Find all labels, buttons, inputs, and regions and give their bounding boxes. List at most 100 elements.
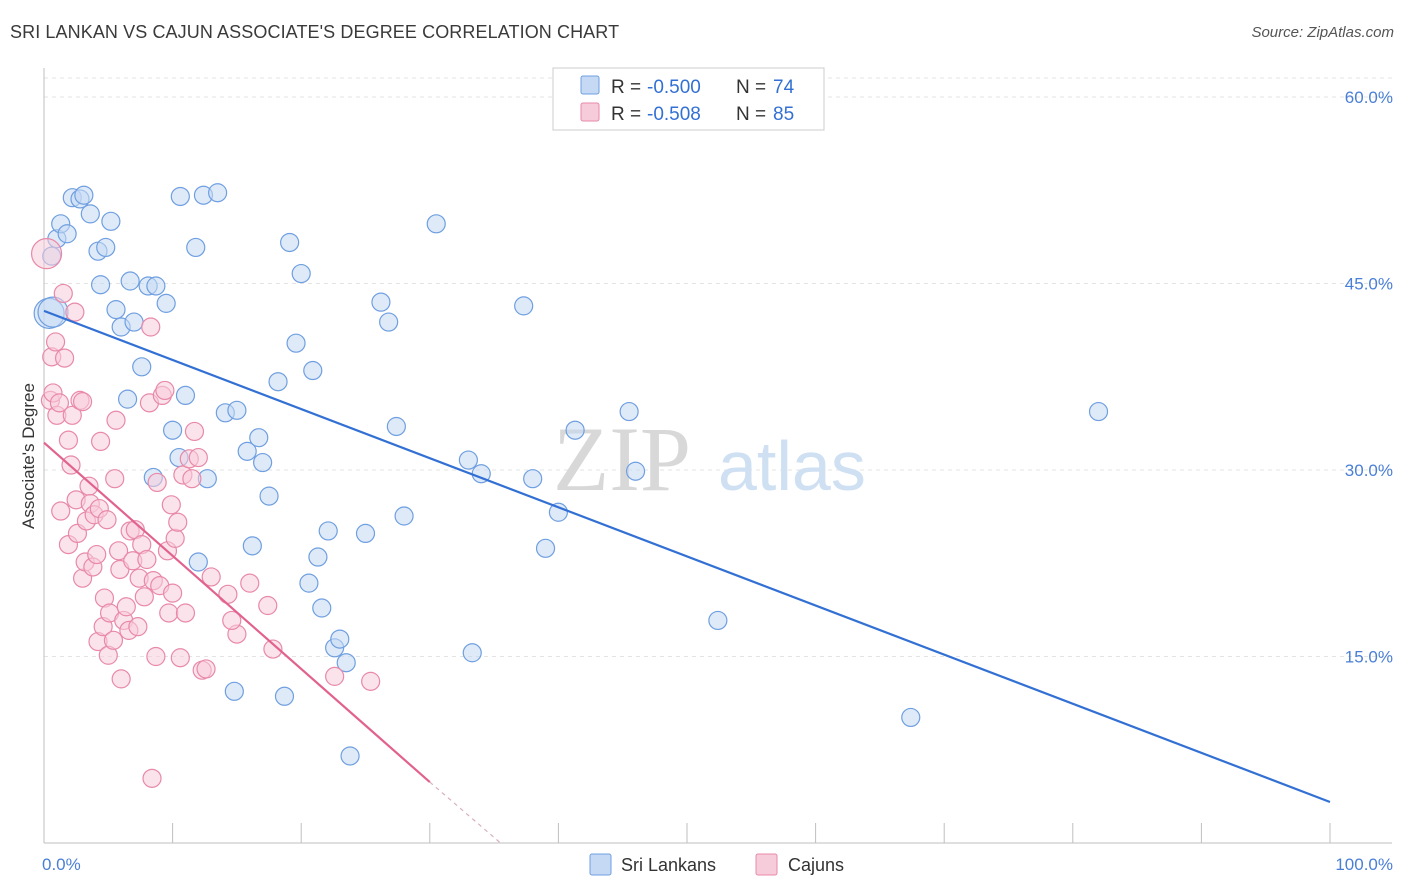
point-cajuns-62 bbox=[161, 495, 181, 515]
point-cajuns-32 bbox=[97, 510, 117, 530]
point-cajuns-75 bbox=[201, 567, 221, 587]
point-cajuns-50 bbox=[137, 549, 157, 570]
legend-label-cajuns: Cajuns bbox=[788, 855, 844, 875]
point-srilankans-43 bbox=[286, 333, 306, 353]
point-cajuns-55 bbox=[146, 646, 166, 667]
point-cajuns-38 bbox=[108, 541, 129, 561]
point-srilankans-54 bbox=[355, 523, 376, 544]
point-cajuns-64 bbox=[165, 528, 185, 548]
point-cajuns-9 bbox=[54, 348, 75, 368]
watermark: ZIP atlas bbox=[553, 408, 866, 510]
point-srilankans-38 bbox=[253, 452, 273, 473]
point-cajuns-80 bbox=[263, 639, 283, 659]
point-srilankans-65 bbox=[535, 538, 556, 558]
point-srilankans-47 bbox=[308, 547, 328, 567]
point-srilankans-55 bbox=[371, 292, 391, 312]
point-srilankans-45 bbox=[299, 573, 319, 593]
point-srilankans-7 bbox=[74, 185, 94, 205]
point-srilankans-66 bbox=[548, 502, 569, 522]
legend-r-value-srilankans: -0.500 bbox=[647, 77, 701, 98]
point-srilankans-34 bbox=[227, 400, 247, 420]
point-cajuns-0 bbox=[30, 238, 63, 270]
point-srilankans-68 bbox=[619, 401, 639, 422]
legend-swatch-cajuns bbox=[755, 853, 778, 876]
point-cajuns-7 bbox=[51, 501, 71, 521]
point-srilankans-15 bbox=[117, 389, 138, 409]
point-cajuns-42 bbox=[116, 597, 136, 617]
legend-n-value-srilankans: 74 bbox=[773, 77, 795, 98]
point-cajuns-29 bbox=[90, 431, 111, 452]
point-cajuns-14 bbox=[65, 302, 85, 322]
point-srilankans-61 bbox=[462, 643, 482, 663]
point-cajuns-53 bbox=[142, 768, 162, 788]
legend-label-srilankans: Sri Lankans bbox=[621, 855, 716, 875]
point-cajuns-36 bbox=[105, 469, 125, 489]
legend-series: Sri Lankans Cajuns bbox=[589, 853, 844, 876]
source-label: Source: ZipAtlas.com bbox=[1251, 24, 1394, 41]
point-srilankans-53 bbox=[340, 746, 360, 766]
point-cajuns-35 bbox=[103, 630, 124, 650]
axes bbox=[43, 68, 1392, 844]
y-tick-label-15: 15.0% bbox=[1345, 648, 1393, 667]
watermark-atlas: atlas bbox=[718, 427, 866, 505]
point-srilankans-31 bbox=[208, 183, 228, 203]
y-tick-label-30: 30.0% bbox=[1345, 461, 1393, 480]
point-srilankans-17 bbox=[124, 312, 144, 332]
legend-stats: R = -0.500 N = 74 R = -0.508 N = 85 bbox=[552, 67, 825, 131]
point-cajuns-82 bbox=[361, 671, 381, 691]
point-cajuns-6 bbox=[49, 393, 70, 413]
y-axis-label: Associate's Degree bbox=[19, 383, 38, 529]
legend-n-label-cajuns: N = bbox=[736, 104, 766, 125]
trend-line-cajuns bbox=[43, 441, 431, 783]
point-srilankans-22 bbox=[156, 293, 176, 313]
point-srilankans-27 bbox=[186, 237, 206, 258]
point-srilankans-56 bbox=[379, 312, 399, 332]
point-srilankans-67 bbox=[565, 420, 585, 440]
point-cajuns-11 bbox=[58, 430, 79, 450]
point-srilankans-4 bbox=[57, 224, 77, 244]
trend-lines bbox=[43, 309, 1331, 844]
point-cajuns-71 bbox=[184, 421, 205, 442]
point-cajuns-78 bbox=[240, 573, 260, 593]
point-cajuns-81 bbox=[325, 666, 345, 686]
point-srilankans-49 bbox=[318, 521, 338, 541]
point-srilankans-12 bbox=[101, 211, 121, 231]
point-cajuns-40 bbox=[111, 669, 131, 689]
point-srilankans-28 bbox=[188, 552, 208, 572]
point-srilankans-46 bbox=[303, 360, 323, 381]
point-cajuns-84 bbox=[128, 617, 148, 637]
point-srilankans-13 bbox=[106, 300, 126, 320]
x-tick-label-100: 100.0% bbox=[1335, 855, 1393, 874]
point-cajuns-59 bbox=[155, 380, 175, 401]
point-srilankans-42 bbox=[280, 232, 300, 253]
point-srilankans-72 bbox=[1088, 401, 1109, 422]
point-srilankans-59 bbox=[426, 214, 446, 234]
point-cajuns-26 bbox=[87, 544, 107, 565]
legend-swatch-srilankans bbox=[589, 853, 612, 876]
point-srilankans-70 bbox=[708, 610, 728, 631]
point-cajuns-4 bbox=[45, 332, 66, 352]
y-tick-labels: 15.0% 30.0% 45.0% 60.0% bbox=[1345, 88, 1393, 667]
point-srilankans-11 bbox=[96, 237, 116, 258]
point-srilankans-20 bbox=[146, 276, 166, 296]
point-cajuns-65 bbox=[168, 512, 188, 532]
point-cajuns-68 bbox=[175, 603, 196, 623]
trend-line-extension-cajuns bbox=[429, 781, 501, 844]
x-tick-labels: 0.0% 100.0% bbox=[42, 855, 1393, 874]
point-cajuns-76 bbox=[218, 584, 238, 604]
point-srilankans-64 bbox=[523, 469, 543, 489]
trend-line-srilankans bbox=[43, 309, 1331, 803]
point-srilankans-16 bbox=[120, 271, 140, 291]
point-srilankans-63 bbox=[514, 296, 534, 316]
y-tick-label-60: 60.0% bbox=[1345, 88, 1393, 107]
legend-n-label-srilankans: N = bbox=[736, 77, 766, 98]
point-srilankans-8 bbox=[80, 204, 100, 224]
point-srilankans-39 bbox=[259, 486, 279, 506]
point-cajuns-72 bbox=[188, 447, 208, 468]
point-cajuns-52 bbox=[141, 317, 161, 337]
point-srilankans-35 bbox=[237, 441, 257, 461]
point-srilankans-37 bbox=[249, 428, 269, 448]
grid-lines bbox=[44, 77, 1392, 657]
point-cajuns-74 bbox=[196, 659, 216, 679]
